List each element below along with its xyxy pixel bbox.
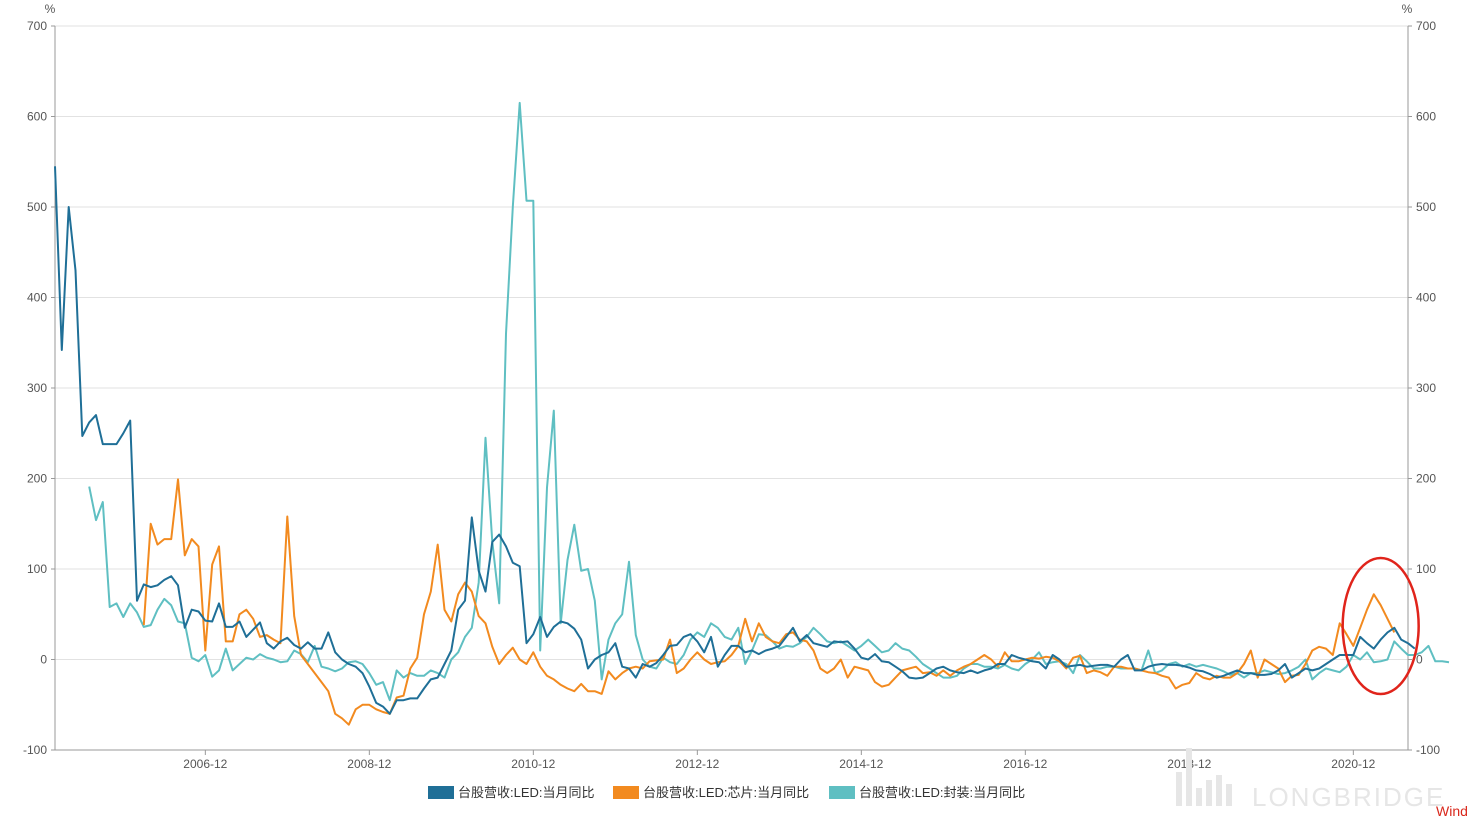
- y-tick-label-left: -100: [23, 743, 47, 757]
- x-tick-label: 2020-12: [1331, 757, 1375, 771]
- legend-label-package: 台股营收:LED:封装:当月同比: [859, 785, 1025, 800]
- y-tick-label-right: 200: [1416, 472, 1436, 486]
- source-label: Wind: [1436, 803, 1468, 819]
- y-ticks-left: -100 0 100 200 300 400 500 600 700: [23, 19, 55, 757]
- x-tick-label: 2008-12: [347, 757, 391, 771]
- y-tick-label-right: 600: [1416, 110, 1436, 124]
- legend: 台股营收:LED:当月同比 台股营收:LED:芯片:当月同比 台股营收:LED:…: [428, 785, 1025, 800]
- y-tick-label-left: 200: [27, 472, 47, 486]
- y-tick-label-right: 700: [1416, 19, 1436, 33]
- y-tick-label-right: 0: [1416, 653, 1423, 667]
- legend-item-led[interactable]: 台股营收:LED:当月同比: [428, 785, 595, 800]
- axes: % %: [45, 2, 1413, 751]
- y-tick-label-left: 400: [27, 291, 47, 305]
- x-tick-label: 2010-12: [511, 757, 555, 771]
- y-tick-label-right: 400: [1416, 291, 1436, 305]
- legend-swatch-package: [829, 786, 855, 799]
- legend-swatch-chip: [613, 786, 639, 799]
- x-tick-label: 2012-12: [675, 757, 719, 771]
- y-tick-label-left: 600: [27, 110, 47, 124]
- y-tick-label-right: 500: [1416, 200, 1436, 214]
- gridlines: [55, 25, 1408, 751]
- watermark-logo-icon: [1176, 748, 1232, 806]
- legend-item-chip[interactable]: 台股营收:LED:芯片:当月同比: [613, 785, 809, 800]
- annotation-circle: [1341, 556, 1420, 696]
- watermark-text: LONGBRIDGE: [1252, 782, 1445, 812]
- series-line-1: [54, 166, 1416, 715]
- legend-swatch-led: [428, 786, 454, 799]
- y-tick-label-right: 100: [1416, 562, 1436, 576]
- legend-item-package[interactable]: 台股营收:LED:封装:当月同比: [829, 785, 1025, 800]
- y-tick-label-left: 300: [27, 381, 47, 395]
- y-tick-label-left: 0: [40, 653, 47, 667]
- y-tick-label-left: 500: [27, 200, 47, 214]
- series-layer: [54, 101, 1450, 726]
- right-unit-label: %: [1402, 2, 1413, 16]
- x-ticks: 2006-12 2008-12 2010-12 2012-12 2014-12 2016-…: [183, 750, 1376, 771]
- y-tick-label-left: 100: [27, 562, 47, 576]
- y-tick-label-left: 700: [27, 19, 47, 33]
- y-tick-label-right: 300: [1416, 381, 1436, 395]
- y-tick-label-right: -100: [1416, 743, 1440, 757]
- series-line-2: [142, 478, 1396, 726]
- x-tick-label: 2006-12: [183, 757, 227, 771]
- legend-label-chip: 台股营收:LED:芯片:当月同比: [643, 785, 809, 800]
- y-ticks-right: -100 0 100 200 300 400 500 600 700: [1408, 19, 1440, 757]
- legend-label-led: 台股营收:LED:当月同比: [458, 785, 595, 800]
- watermark: LONGBRIDGE: [1176, 748, 1445, 812]
- x-tick-label: 2016-12: [1003, 757, 1047, 771]
- x-tick-label: 2014-12: [839, 757, 883, 771]
- left-unit-label: %: [45, 2, 56, 16]
